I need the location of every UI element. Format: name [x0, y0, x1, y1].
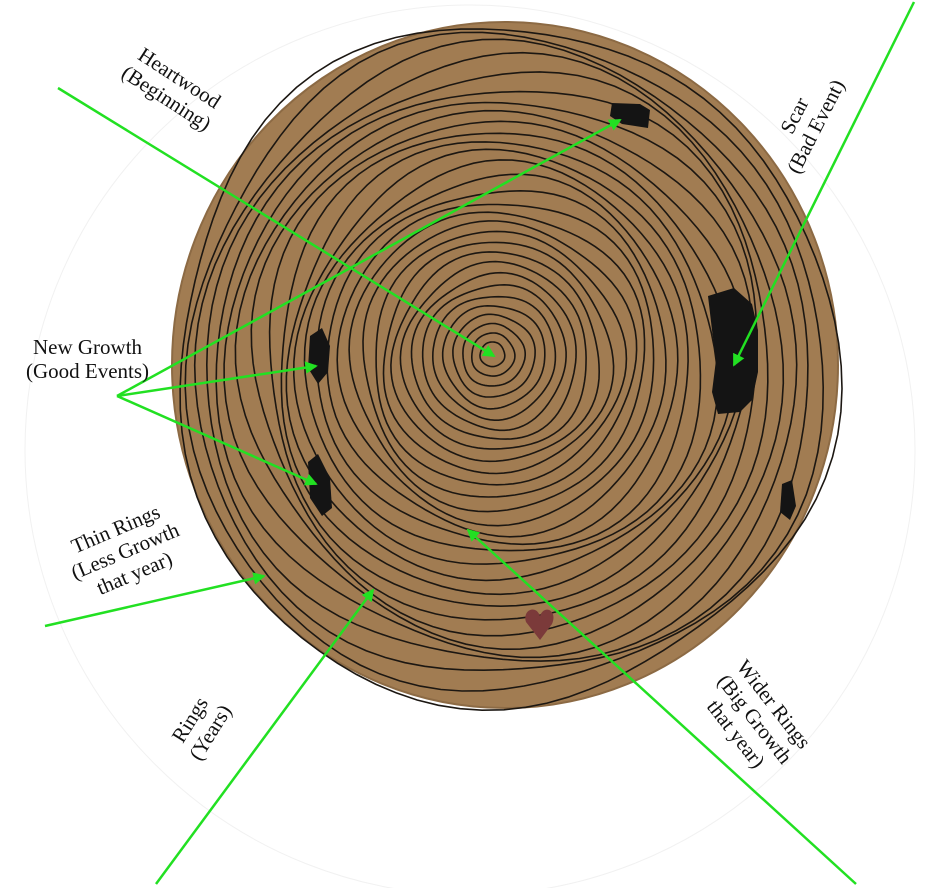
tree-ring: [303, 159, 689, 552]
label-new-growth-line1: New Growth: [32, 335, 143, 359]
tree-ring: [441, 304, 546, 410]
tree-ring: [280, 132, 735, 596]
label-new-growth: New Growth (Good Events): [0, 335, 175, 383]
tree-ring: [471, 332, 516, 377]
tree-ring: [336, 203, 655, 527]
tree-ring: [234, 101, 758, 637]
outer-boundary-circle: [24, 4, 916, 888]
arrow-new-growth-upper: [116, 361, 318, 398]
heart-mark: [525, 609, 554, 640]
tree-ring: [421, 283, 567, 432]
tree-ring: [410, 271, 577, 440]
tree-ring: [375, 230, 628, 486]
tree-ring: [362, 220, 638, 498]
arrow-wider-rings: [466, 528, 857, 885]
scar-mark-edge: [780, 480, 796, 520]
tree-ring: [184, 31, 825, 692]
tree-ring: [215, 71, 785, 659]
pointer-arrows: [44, 1, 916, 885]
arrow-scar: [732, 1, 916, 367]
tree-ring: [431, 295, 557, 421]
tree-ring: [399, 260, 587, 450]
tree-ring: [285, 141, 719, 582]
growth-mark-lower: [308, 454, 332, 516]
scar-mark-right: [708, 288, 758, 414]
tree-ring: [179, 28, 843, 712]
tree-ring: [292, 148, 702, 565]
tree-ring: [250, 109, 754, 621]
tree-ring: [193, 38, 809, 672]
tree-ring: [452, 313, 536, 398]
arrow-heartwood: [57, 86, 496, 358]
arrow-new-growth-to-scar: [116, 118, 622, 398]
marker-marks: [308, 103, 796, 640]
tree-ring: [390, 251, 601, 463]
tree-ring: [382, 241, 615, 475]
tree-ring: [205, 51, 798, 662]
arrow-new-growth-lower: [116, 394, 318, 486]
arrow-thin-rings: [44, 572, 266, 628]
tree-ring: [479, 341, 506, 368]
tree-ring: [462, 322, 526, 387]
label-new-growth-line2: (Good Events): [25, 359, 150, 383]
tree-ring: [348, 211, 646, 513]
arrow-rings: [154, 588, 375, 885]
tree-ring: [268, 120, 747, 608]
